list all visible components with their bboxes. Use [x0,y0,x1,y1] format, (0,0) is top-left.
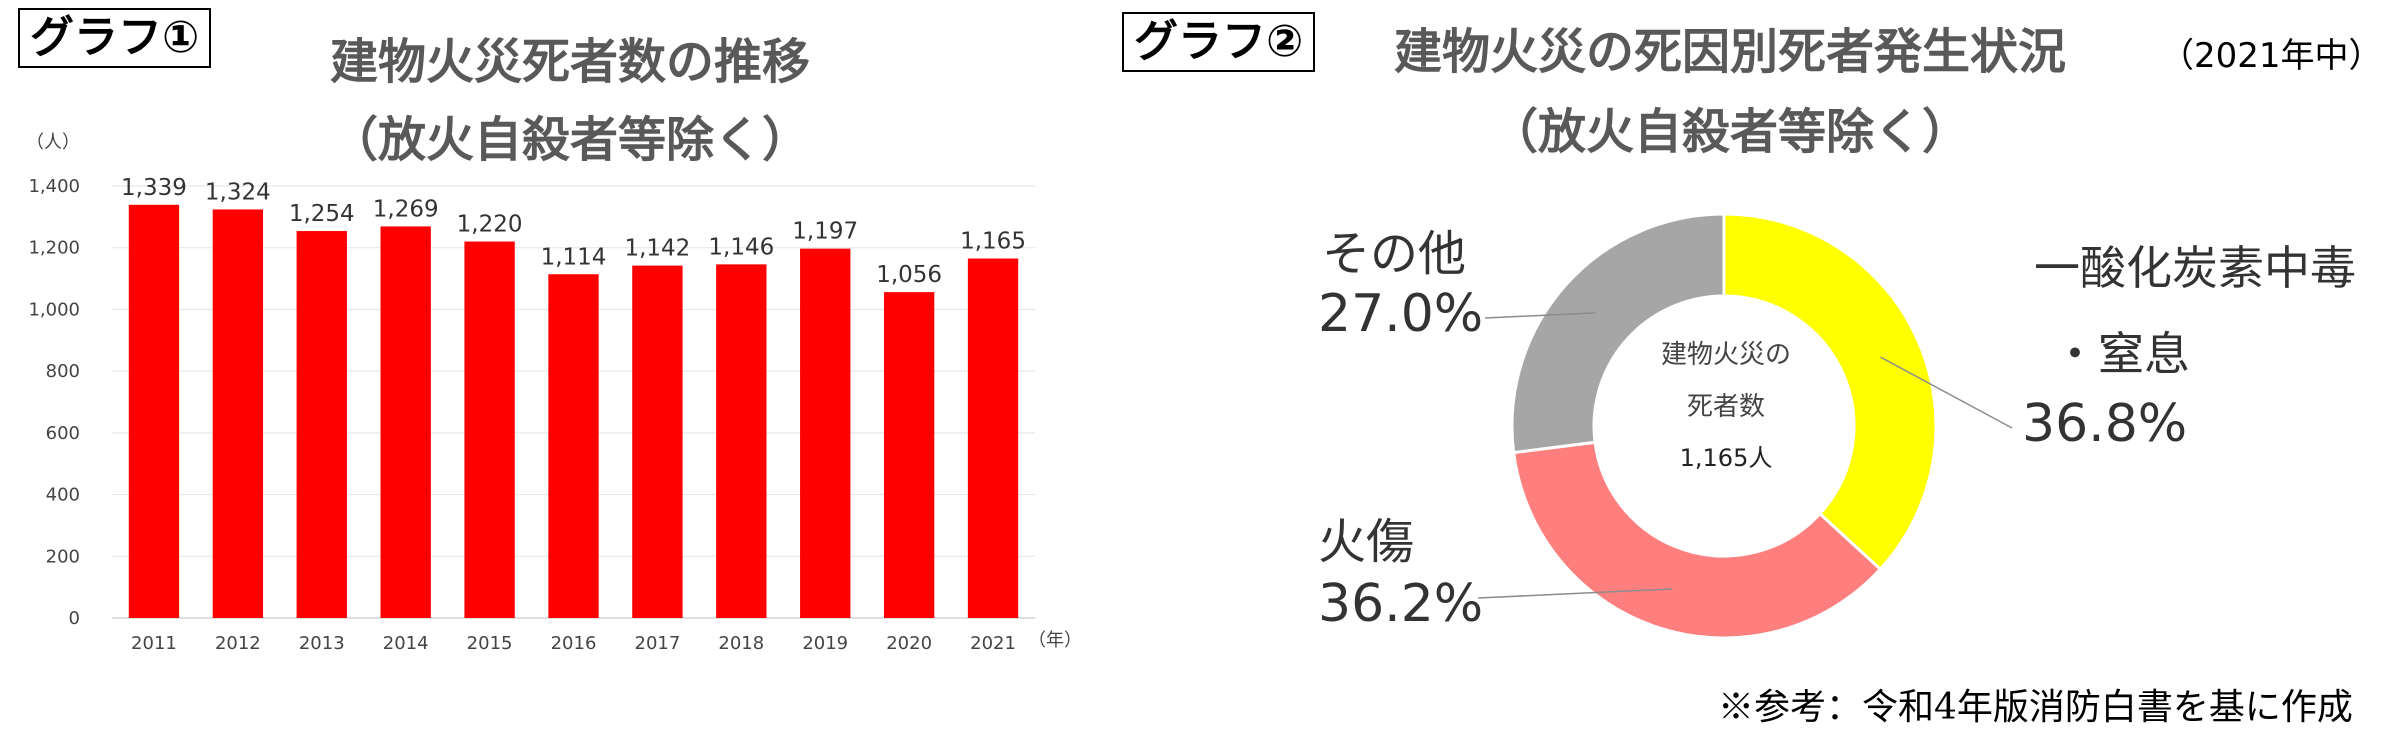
label-co-line2: ・窒息 [2052,327,2190,381]
donut-slice [1510,212,1726,455]
bar-value-label: 1,146 [708,234,774,260]
bar-value-label: 1,056 [876,262,942,288]
footnote: ※参考：令和4年版消防白書を基に作成 [1718,687,2353,728]
bar-value-label: 1,339 [121,175,187,201]
bar-value-label: 1,269 [373,196,439,222]
x-tick-label: 2021 [970,633,1016,654]
bar-chart-y-axis-label: （人） [26,132,80,153]
bar [380,226,431,618]
x-tick-label: 2013 [299,633,345,654]
y-tick-label: 600 [46,423,80,444]
leader-line [1880,356,2013,429]
bar-value-label: 1,114 [541,244,607,270]
bar [464,241,515,618]
x-tick-label: 2019 [802,633,848,654]
donut-slice [1722,212,1938,572]
chart2-title-line2: （放火自殺者等除く） [1489,104,1970,160]
bar-chart-x-ticks: 2011 2012 2013 2014 2015 2016 2017 2018 2019 2020… [131,633,1016,654]
y-tick-label: 1,000 [28,299,80,320]
bar-chart-x-axis-label: （年） [1028,630,1082,651]
bar [128,204,180,618]
bar-value-label: 1,220 [457,212,523,238]
donut-center-line2: 死者数 [1686,392,1765,422]
bar [548,274,599,618]
bar-chart-bars [128,204,1019,619]
y-tick-label: 1,400 [28,176,80,197]
bar [883,292,935,618]
bar-chart: 1,339 1,324 1,254 1,269 1,220 1,114 1,142 1,146… [26,132,1082,654]
chart2-tag: グラフ② [1122,12,1316,72]
bar-value-label: 1,197 [792,219,858,245]
label-co-line1: 一酸化炭素中毒 [2034,241,2356,295]
x-tick-label: 2012 [215,633,261,654]
donut-center-line1: 建物火災の [1660,340,1791,370]
y-tick-label: 0 [69,608,80,629]
bar [296,231,347,618]
x-tick-label: 2011 [131,633,177,654]
label-burn: 火傷 [1318,514,1415,570]
bar-value-label: 1,142 [624,236,690,262]
y-tick-label: 200 [46,546,80,567]
leader-line [1484,312,1596,319]
label-other: その他 [1322,226,1467,282]
label-burn-pct: 36.2% [1318,574,1484,634]
label-other-pct: 27.0% [1318,284,1484,344]
x-tick-label: 2014 [383,633,429,654]
chart1-title-line2: （放火自殺者等除く） [329,112,810,168]
x-tick-label: 2017 [635,633,681,654]
bar-chart-value-labels: 1,339 1,324 1,254 1,269 1,220 1,114 1,142 1,146… [121,175,1026,288]
chart2-year-note: （2021年中） [2160,36,2383,76]
donut-chart [1477,212,2013,640]
bar-value-label: 1,254 [289,201,355,227]
bar-value-label: 1,324 [205,179,271,205]
bar-chart-y-ticks: 0 200 400 600 800 1,000 1,200 1,400 [28,176,80,629]
y-tick-label: 1,200 [28,238,80,259]
x-tick-label: 2015 [467,633,513,654]
y-tick-label: 800 [46,361,80,382]
bar [632,265,683,618]
bar-value-label: 1,165 [960,229,1026,255]
donut-center-total: 1,165人 [1679,444,1773,472]
x-tick-label: 2016 [551,633,597,654]
donut-chart-leader-lines [1477,312,2013,599]
x-tick-label: 2018 [718,633,764,654]
chart1-title-line1: 建物火災死者数の推移 [329,34,810,90]
y-tick-label: 400 [46,485,80,506]
donut-slice [1511,440,1883,640]
bar [800,248,851,618]
bar [716,264,767,618]
donut-chart-slices [1510,212,1938,640]
bar [212,209,264,619]
leader-line [1477,588,1673,599]
chart2-title-line1: 建物火災の死因別死者発生状況 [1393,24,2066,80]
x-tick-label: 2020 [886,633,932,654]
chart1-tag: グラフ① [18,8,212,68]
label-co-pct: 36.8% [2022,394,2188,454]
bar [967,258,1019,618]
